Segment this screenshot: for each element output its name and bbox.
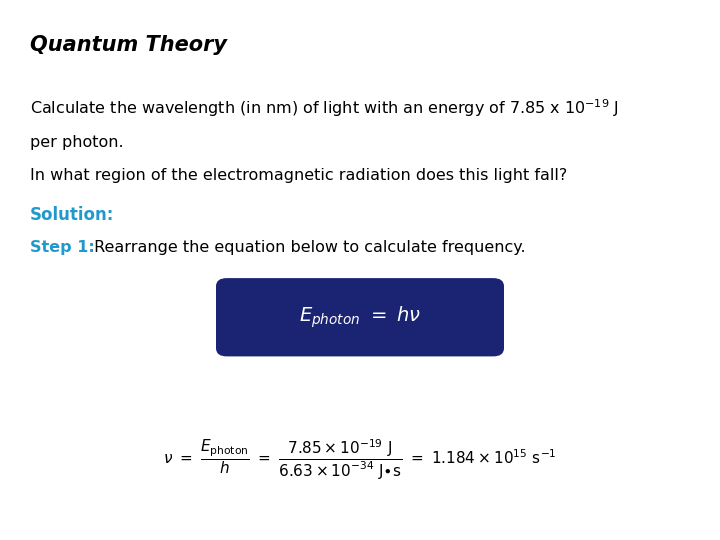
Text: Step 1:: Step 1: <box>30 240 95 255</box>
Text: Calculate the wavelength (in nm) of light with an energy of 7.85 x 10$^{-19}$ J: Calculate the wavelength (in nm) of ligh… <box>30 97 619 119</box>
Text: $\nu\ =\ \dfrac{E_\mathrm{photon}}{h}\ =\ \dfrac{7.85\times10^{-19}\ \mathrm{J}}: $\nu\ =\ \dfrac{E_\mathrm{photon}}{h}\ =… <box>163 438 557 482</box>
Text: Rearrange the equation below to calculate frequency.: Rearrange the equation below to calculat… <box>89 240 526 255</box>
Text: per photon.: per photon. <box>30 135 124 150</box>
Text: Quantum Theory: Quantum Theory <box>30 35 228 55</box>
Text: In what region of the electromagnetic radiation does this light fall?: In what region of the electromagnetic ra… <box>30 168 567 184</box>
Text: Solution:: Solution: <box>30 206 114 224</box>
FancyBboxPatch shape <box>216 278 504 356</box>
Text: $\mathit{E}_{\mathit{photon}}\ \mathit{=}\ \mathit{h\nu}$: $\mathit{E}_{\mathit{photon}}\ \mathit{=… <box>299 305 421 330</box>
